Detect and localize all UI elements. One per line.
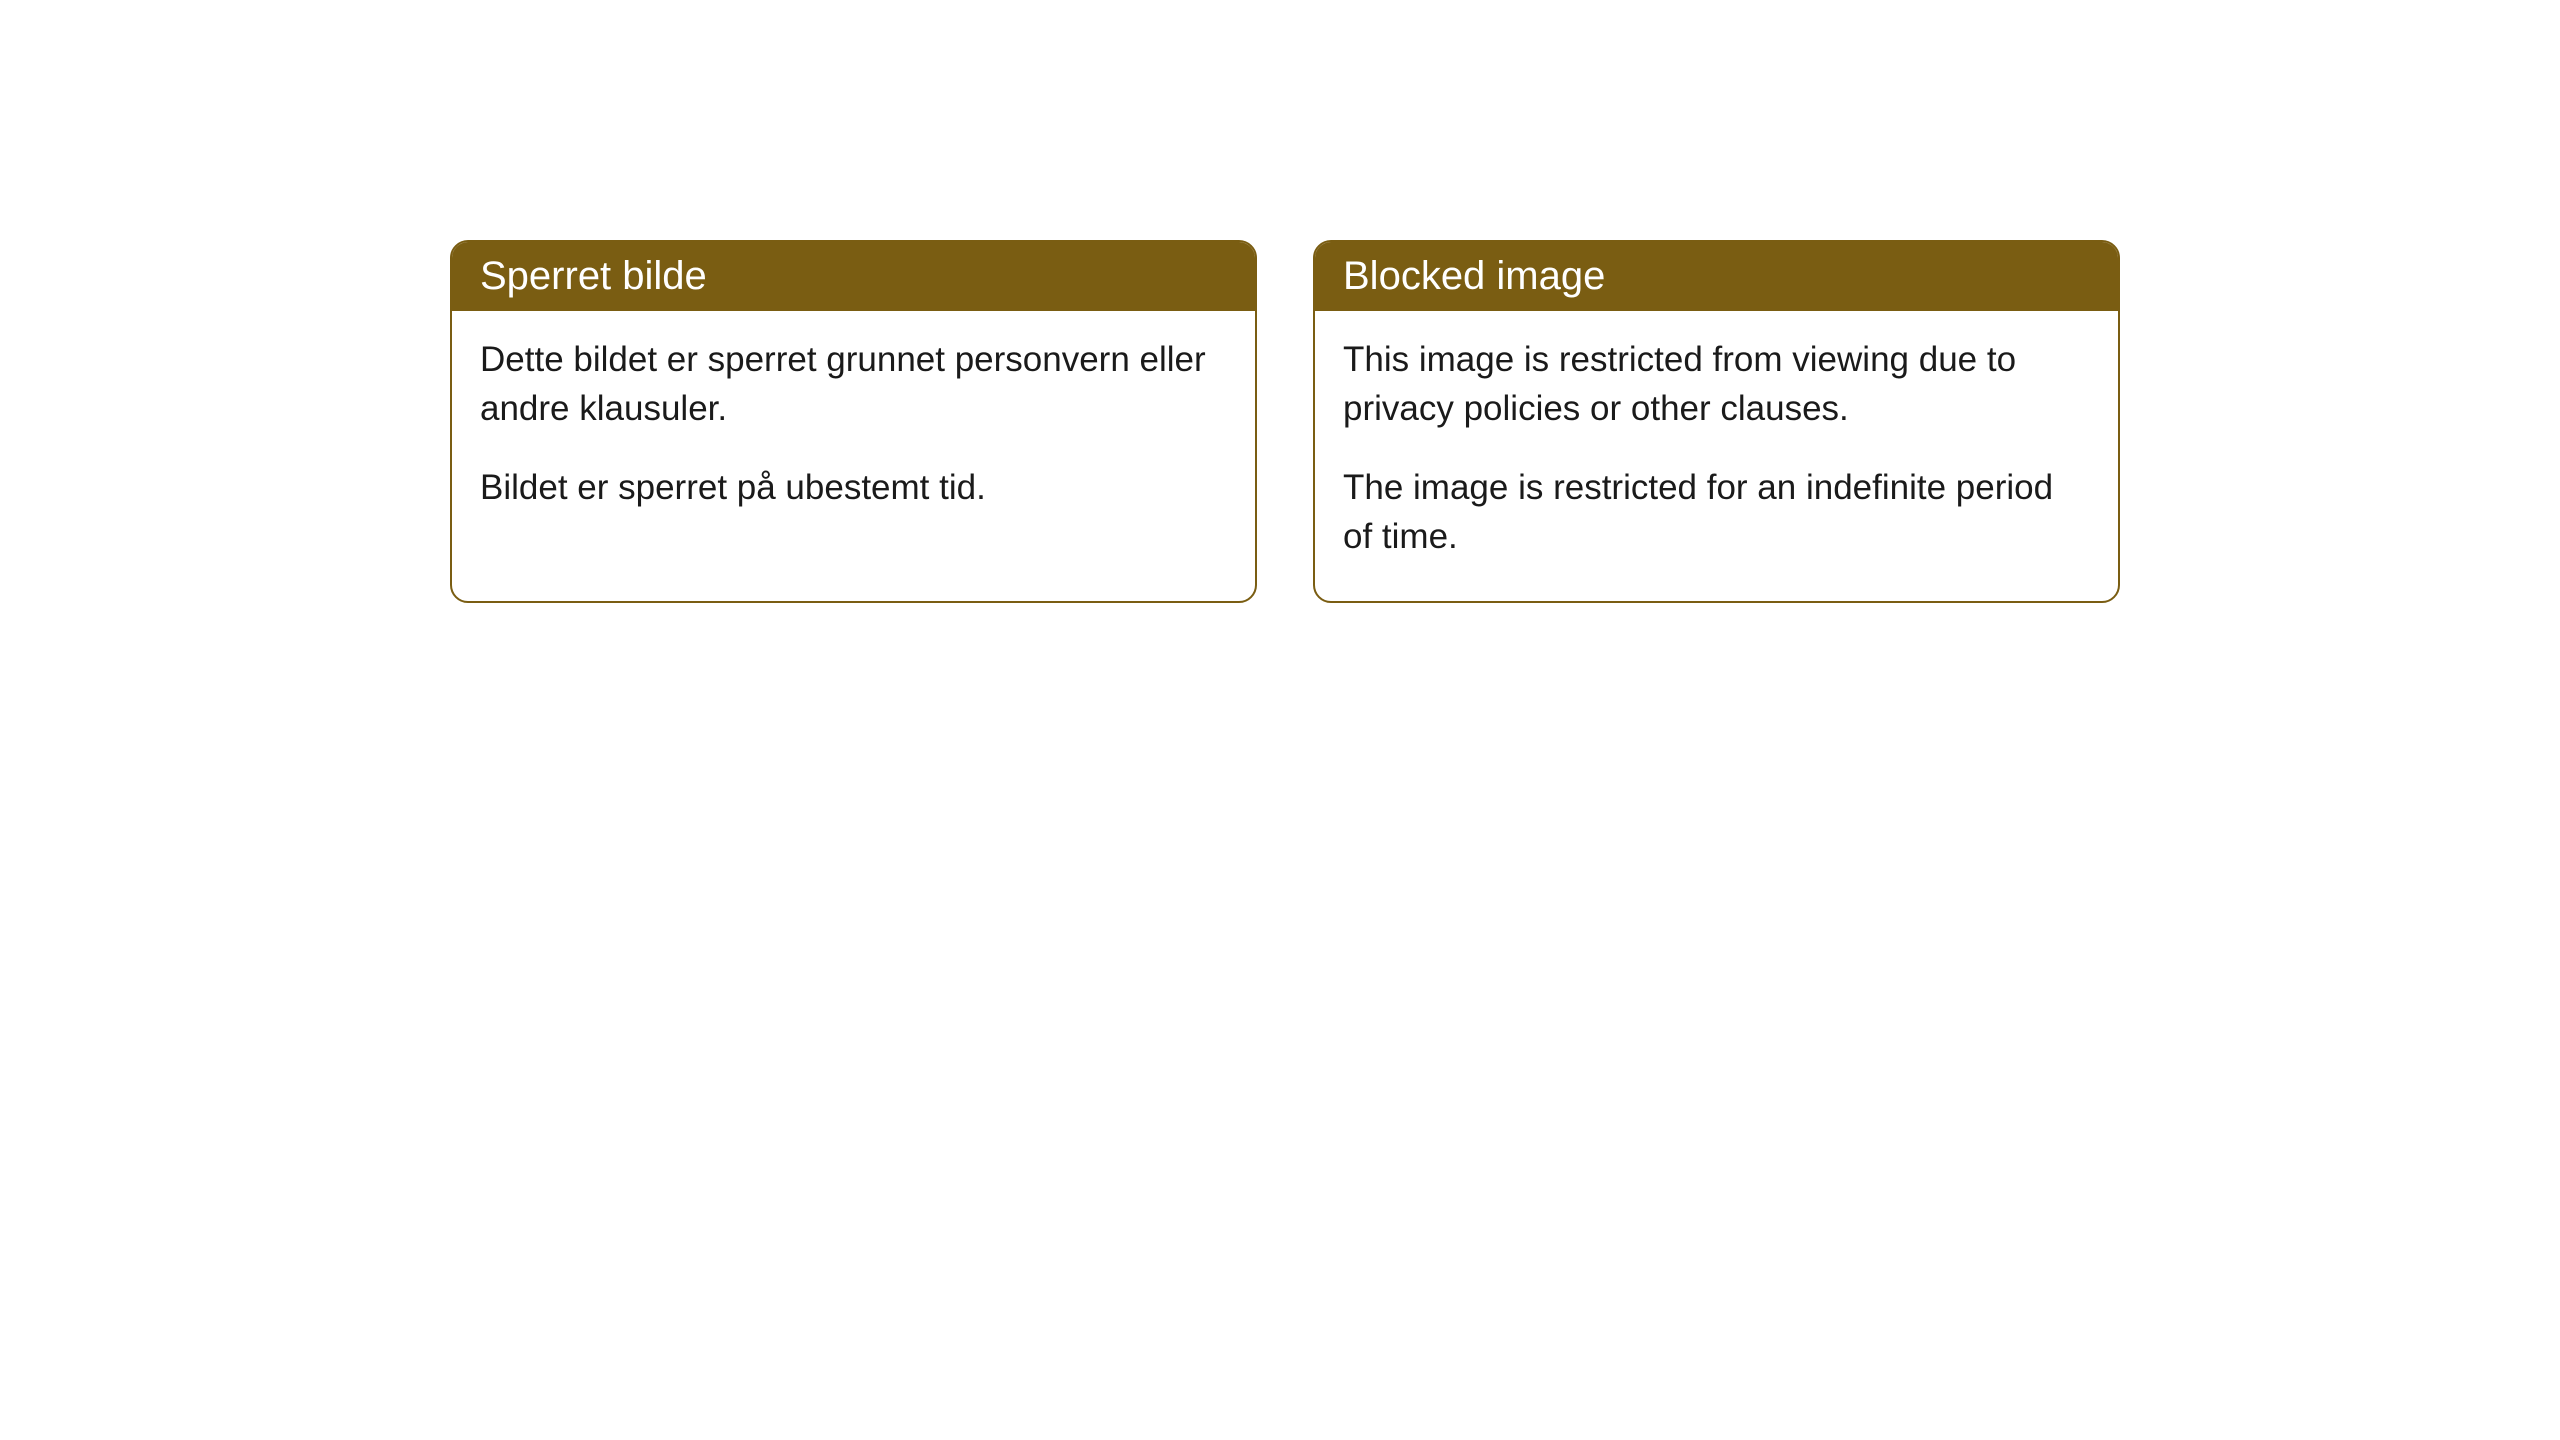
card-title: Blocked image — [1343, 254, 1605, 298]
notice-card-norwegian: Sperret bilde Dette bildet er sperret gr… — [450, 240, 1257, 603]
card-paragraph: Dette bildet er sperret grunnet personve… — [480, 335, 1227, 433]
card-body: Dette bildet er sperret grunnet personve… — [452, 311, 1255, 552]
card-paragraph: Bildet er sperret på ubestemt tid. — [480, 463, 1227, 512]
card-paragraph: This image is restricted from viewing du… — [1343, 335, 2090, 433]
card-body: This image is restricted from viewing du… — [1315, 311, 2118, 601]
card-title: Sperret bilde — [480, 254, 707, 298]
card-header: Sperret bilde — [452, 242, 1255, 311]
notice-cards-container: Sperret bilde Dette bildet er sperret gr… — [450, 240, 2120, 603]
card-header: Blocked image — [1315, 242, 2118, 311]
card-paragraph: The image is restricted for an indefinit… — [1343, 463, 2090, 561]
notice-card-english: Blocked image This image is restricted f… — [1313, 240, 2120, 603]
